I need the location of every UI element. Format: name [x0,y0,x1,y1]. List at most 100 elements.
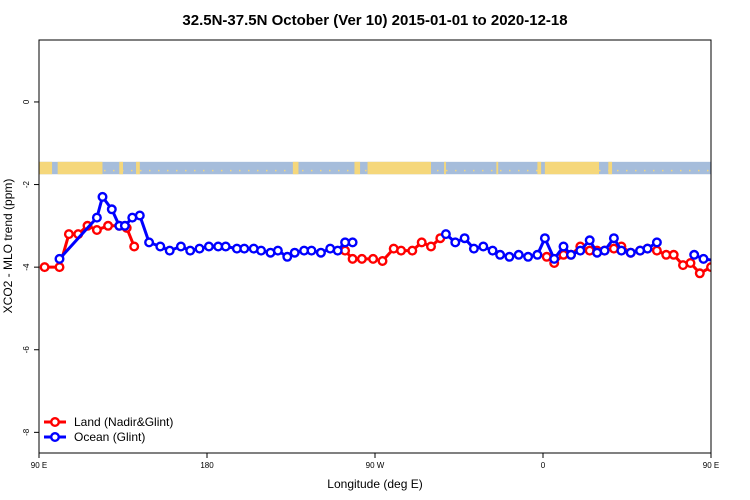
island-speck [95,169,97,172]
island-speck [590,169,592,172]
island-speck [617,169,619,172]
island-speck [428,169,430,172]
y-tick-label: -4 [22,263,31,271]
ocean-point [185,245,196,256]
island-speck [248,169,250,172]
island-speck [491,169,493,172]
chart-title: 32.5N-37.5N October (Ver 10) 2015-01-01 … [182,12,567,29]
ocean-point [698,253,709,264]
ocean-point [616,245,627,256]
land-strip [544,161,599,175]
land-strip [39,161,53,175]
island-speck [311,169,313,172]
y-tick-label: 0 [22,99,31,104]
island-speck [284,169,286,172]
ocean-point [175,241,186,252]
land-point [728,263,736,271]
ocean-point [155,241,166,252]
island-speck [50,169,52,172]
ocean-point [478,241,489,252]
island-speck [653,169,655,172]
land-point [396,245,407,256]
island-speck [644,169,646,172]
y-tick-label: -6 [22,346,31,354]
island-speck [446,169,448,172]
island-speck [698,169,700,172]
ocean-point [440,229,451,240]
island-speck [707,169,709,172]
island-speck [41,169,43,172]
land-point [91,224,102,235]
ocean-point [272,245,283,256]
ocean-point [459,233,470,244]
ocean-point [642,243,653,254]
island-speck [392,169,394,172]
ocean-point [332,245,343,256]
island-speck [122,169,124,172]
island-speck [86,169,88,172]
legend-ocean-label: Ocean (Glint) [74,430,145,444]
x-axis: 90 E 180 90 W 0 90 E [31,453,719,470]
island-speck [554,169,556,172]
y-axis-label: XCO2 - MLO trend (ppm) [1,179,15,314]
ocean-point [523,251,534,262]
island-speck [473,169,475,172]
ocean-point [106,204,117,215]
legend-ocean-marker [50,432,61,443]
island-speck [338,169,340,172]
land-strip [537,161,542,175]
island-speck [635,169,637,172]
x-tick-label: 90 W [366,461,385,470]
land-strip [354,161,361,175]
ocean-point [689,249,700,260]
island-speck [293,169,295,172]
ocean-point [566,249,577,260]
island-speck [320,169,322,172]
island-speck [374,169,376,172]
ocean-series-line [693,253,711,262]
land-point [368,253,379,264]
ocean-point [164,245,175,256]
land-point [54,262,65,273]
ocean-point [134,210,145,221]
land-strip [57,161,103,175]
ocean-point [539,233,550,244]
land-point [668,249,679,260]
land-point [347,253,358,264]
island-speck [356,169,358,172]
island-speck [68,169,70,172]
island-speck [410,169,412,172]
ocean-point [728,259,736,267]
island-speck [500,169,502,172]
ocean-point [558,241,569,252]
island-speck [608,169,610,172]
ocean-point [599,245,610,256]
ocean-point [746,193,750,201]
series-layer [39,191,750,279]
land-point [737,230,745,238]
y-tick-label: -8 [22,428,31,436]
ocean-point [91,212,102,223]
island-speck [176,169,178,172]
island-speck [662,169,664,172]
x-axis-label: Longitude (deg E) [327,477,422,491]
island-speck [464,169,466,172]
island-speck [671,169,673,172]
land-point [416,237,427,248]
island-speck [77,169,79,172]
island-speck [419,169,421,172]
ocean-point [54,253,65,264]
land-strip [119,161,123,175]
island-speck [509,169,511,172]
land-strip [367,161,431,175]
island-speck [536,169,538,172]
island-speck [131,169,133,172]
island-speck [455,169,457,172]
island-speck [689,169,691,172]
x-tick-label: 90 E [31,461,47,470]
island-speck [437,169,439,172]
land-point [407,245,418,256]
land-point [685,258,696,269]
island-speck [104,169,106,172]
ocean-point [733,255,741,263]
